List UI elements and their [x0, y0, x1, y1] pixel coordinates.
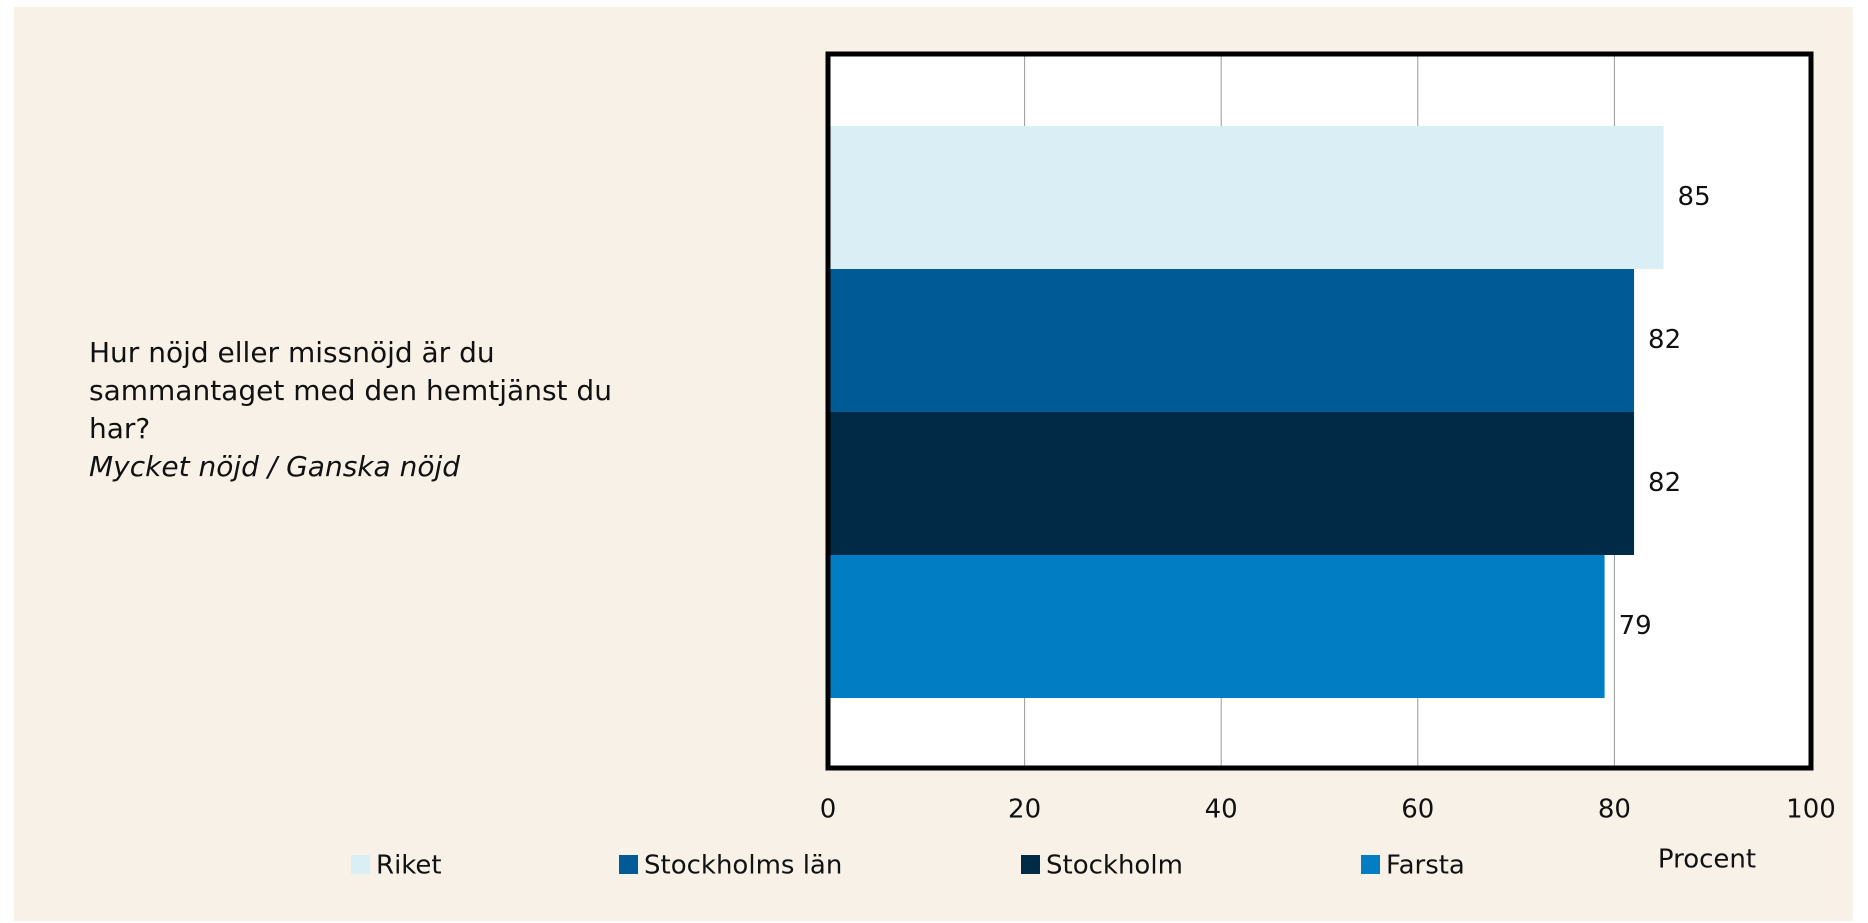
x-tick-label: 20 — [1008, 795, 1041, 825]
subtitle: Mycket nöjd / Ganska nöjd — [89, 450, 460, 483]
value-label: 79 — [1619, 611, 1652, 641]
category-label: Hur nöjd eller missnöjd är du sammantage… — [89, 336, 612, 445]
legend-label: Stockholm — [1046, 851, 1183, 881]
value-label: 82 — [1648, 468, 1681, 498]
legend-swatch — [351, 855, 370, 874]
x-tick-label: 60 — [1401, 795, 1434, 825]
x-tick-label: 0 — [820, 795, 837, 825]
value-label: 85 — [1678, 182, 1711, 212]
bar — [828, 126, 1664, 269]
question: Hur nöjd eller missnöjd är du sammantage… — [89, 334, 629, 486]
legend-swatch — [1021, 855, 1040, 874]
x-tick-label: 40 — [1205, 795, 1238, 825]
bar — [828, 555, 1605, 698]
x-axis-label: Procent — [1658, 845, 1756, 875]
x-tick-label: 100 — [1786, 795, 1836, 825]
legend-label: Stockholms län — [644, 851, 842, 881]
value-label: 82 — [1648, 325, 1681, 355]
plot-border — [825, 51, 1814, 771]
legend-swatch — [1361, 855, 1380, 874]
bar — [828, 269, 1635, 412]
legend-label: Farsta — [1386, 851, 1465, 881]
x-tick-label: 80 — [1598, 795, 1631, 825]
bar — [828, 412, 1635, 555]
legend-label: Riket — [376, 851, 442, 881]
legend-swatch — [619, 855, 638, 874]
